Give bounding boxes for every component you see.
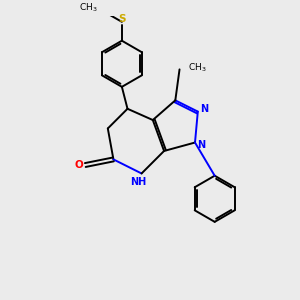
Text: NH: NH xyxy=(130,177,147,187)
Text: S: S xyxy=(119,14,126,24)
Text: O: O xyxy=(75,160,83,170)
Text: N: N xyxy=(197,140,205,150)
Text: CH$_3$: CH$_3$ xyxy=(79,1,98,14)
Text: N: N xyxy=(200,104,208,114)
Text: CH$_3$: CH$_3$ xyxy=(188,62,207,74)
